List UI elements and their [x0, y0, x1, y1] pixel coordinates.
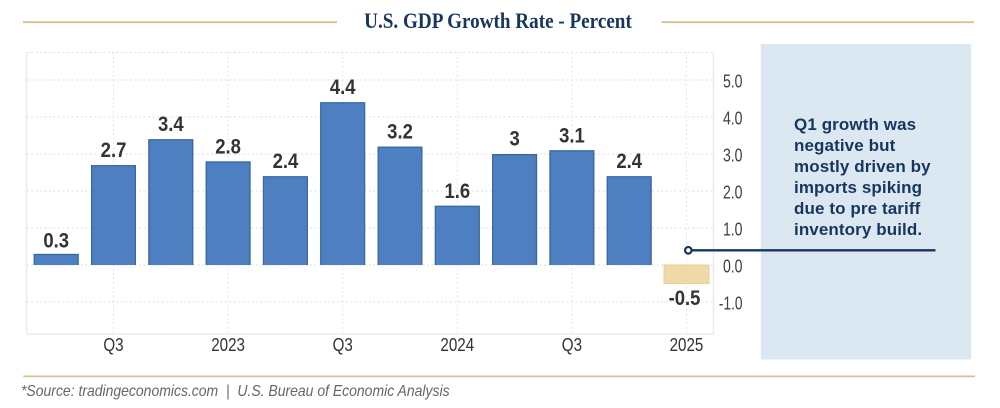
- svg-text:2.4: 2.4: [616, 150, 642, 173]
- svg-text:3.0: 3.0: [723, 146, 743, 166]
- svg-text:3.1: 3.1: [559, 124, 585, 147]
- svg-text:2024: 2024: [440, 335, 474, 356]
- svg-text:2023: 2023: [211, 335, 245, 356]
- svg-text:-0.5: -0.5: [669, 287, 701, 310]
- svg-text:2.7: 2.7: [101, 139, 127, 162]
- svg-text:3.4: 3.4: [158, 113, 184, 136]
- svg-text:Q3: Q3: [333, 335, 353, 356]
- svg-text:3: 3: [509, 127, 519, 150]
- svg-text:1.0: 1.0: [723, 220, 743, 240]
- svg-text:Q3: Q3: [562, 335, 582, 356]
- svg-text:2.0: 2.0: [723, 183, 743, 203]
- svg-text:0.0: 0.0: [723, 257, 743, 277]
- svg-text:-1.0: -1.0: [719, 293, 743, 313]
- svg-text:2.4: 2.4: [273, 150, 299, 173]
- svg-text:2025: 2025: [670, 335, 704, 356]
- svg-text:4.4: 4.4: [330, 76, 356, 99]
- svg-text:0.3: 0.3: [43, 229, 69, 252]
- svg-text:5.0: 5.0: [723, 72, 743, 92]
- svg-text:Q3: Q3: [103, 335, 123, 356]
- svg-text:U.S. GDP Growth Rate - Percent: U.S. GDP Growth Rate - Percent: [364, 8, 632, 34]
- svg-text:3.2: 3.2: [387, 121, 413, 144]
- svg-text:4.0: 4.0: [723, 109, 743, 129]
- svg-text:1.6: 1.6: [444, 180, 470, 203]
- svg-text:2.8: 2.8: [215, 135, 241, 158]
